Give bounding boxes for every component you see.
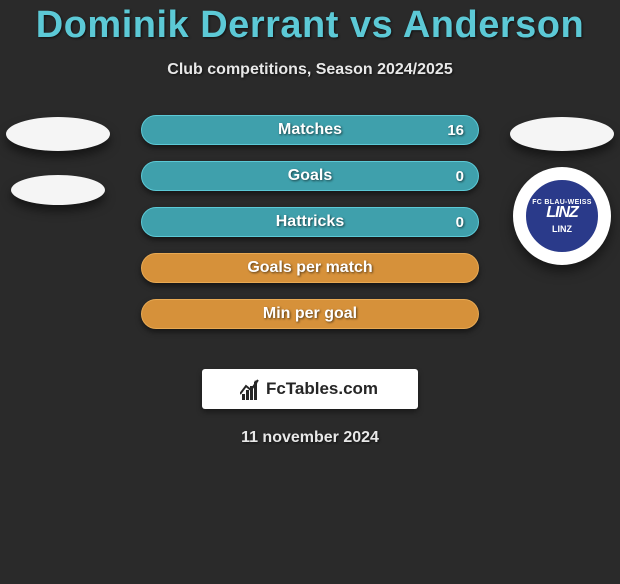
stat-value: 0 [456,168,464,185]
stat-bar: Matches 16 [141,115,479,145]
stat-bar: Hattricks 0 [141,207,479,237]
footer-brand-badge[interactable]: FcTables.com [202,369,418,409]
page-subtitle: Club competitions, Season 2024/2025 [0,61,620,79]
stat-label: Min per goal [263,305,357,323]
stat-label: Hattricks [276,213,344,231]
stat-label: Matches [278,121,342,139]
club-badge: FC BLAU-WEISS LINZ LINZ [513,167,611,265]
flag-icon [6,117,110,151]
stat-value: 16 [447,122,464,139]
stat-bar: Min per goal [141,299,479,329]
flag-icon [11,175,105,205]
footer-brand-text: FcTables.com [266,379,378,399]
comparison-area: FC BLAU-WEISS LINZ LINZ Matches16Goals0H… [0,115,620,355]
stat-label: Goals [288,167,332,185]
player-left-column [6,117,110,205]
club-badge-inner: FC BLAU-WEISS LINZ LINZ [523,177,601,255]
stat-bar: Goals per match [141,253,479,283]
club-badge-mid: LINZ [546,204,578,222]
stat-bar: Goals 0 [141,161,479,191]
flag-icon [510,117,614,151]
chart-icon [242,378,260,400]
stat-label: Goals per match [247,259,372,277]
player-right-column: FC BLAU-WEISS LINZ LINZ [510,117,614,265]
club-badge-bot: LINZ [552,224,572,234]
page-title: Dominik Derrant vs Anderson [0,4,620,47]
date-text: 11 november 2024 [0,429,620,447]
stat-bars: Matches 16 Goals 0 Hattricks 0 Goals per match… [141,115,479,329]
stat-value: 0 [456,214,464,231]
